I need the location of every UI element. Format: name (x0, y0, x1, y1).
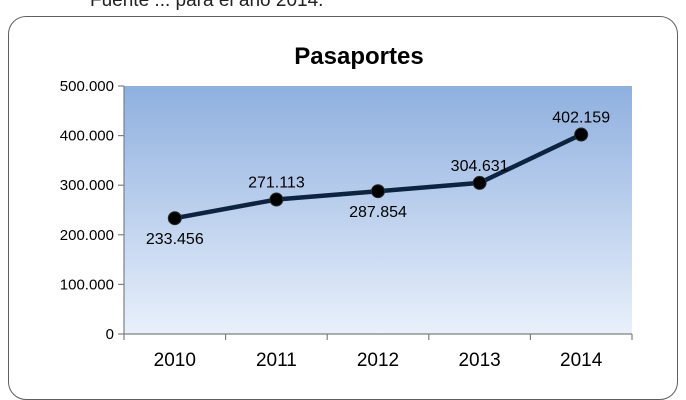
data-label: 304.631 (451, 158, 509, 175)
x-axis: 2010 2011 2012 2013 2014 (123, 334, 633, 371)
x-tick-label: 2010 (154, 350, 196, 371)
y-tick-label: 0 (106, 326, 114, 343)
data-point (371, 184, 385, 199)
x-tick-label: 2014 (560, 350, 603, 371)
data-labels: 233.456 271.113 287.854 304.631 402.159 (146, 110, 610, 249)
y-tick-label: 300.000 (60, 177, 114, 194)
data-point (269, 192, 284, 207)
series-pasaportes (167, 127, 589, 226)
x-tick-label: 2013 (458, 350, 500, 371)
data-point (574, 127, 589, 142)
data-point (472, 175, 487, 190)
axes (123, 86, 632, 335)
y-tick-label: 200.000 (60, 227, 114, 244)
clipped-top-text: Fuente ... para el año 2014. (90, 0, 324, 11)
data-label: 402.159 (552, 110, 610, 127)
y-tick-label: 500.000 (60, 78, 114, 95)
data-point (167, 211, 182, 226)
data-label: 233.456 (146, 231, 204, 248)
x-tick-label: 2012 (357, 350, 399, 371)
x-tick-label: 2011 (256, 350, 297, 371)
y-tick-label: 400.000 (60, 128, 114, 145)
y-tick-label: 100.000 (60, 276, 114, 293)
chart-title: Pasaportes (294, 43, 423, 70)
data-label: 287.854 (349, 204, 407, 221)
data-label: 271.113 (248, 175, 305, 192)
y-axis: 0 100.000 200.000 300.000 400.000 500.000 (60, 78, 124, 343)
